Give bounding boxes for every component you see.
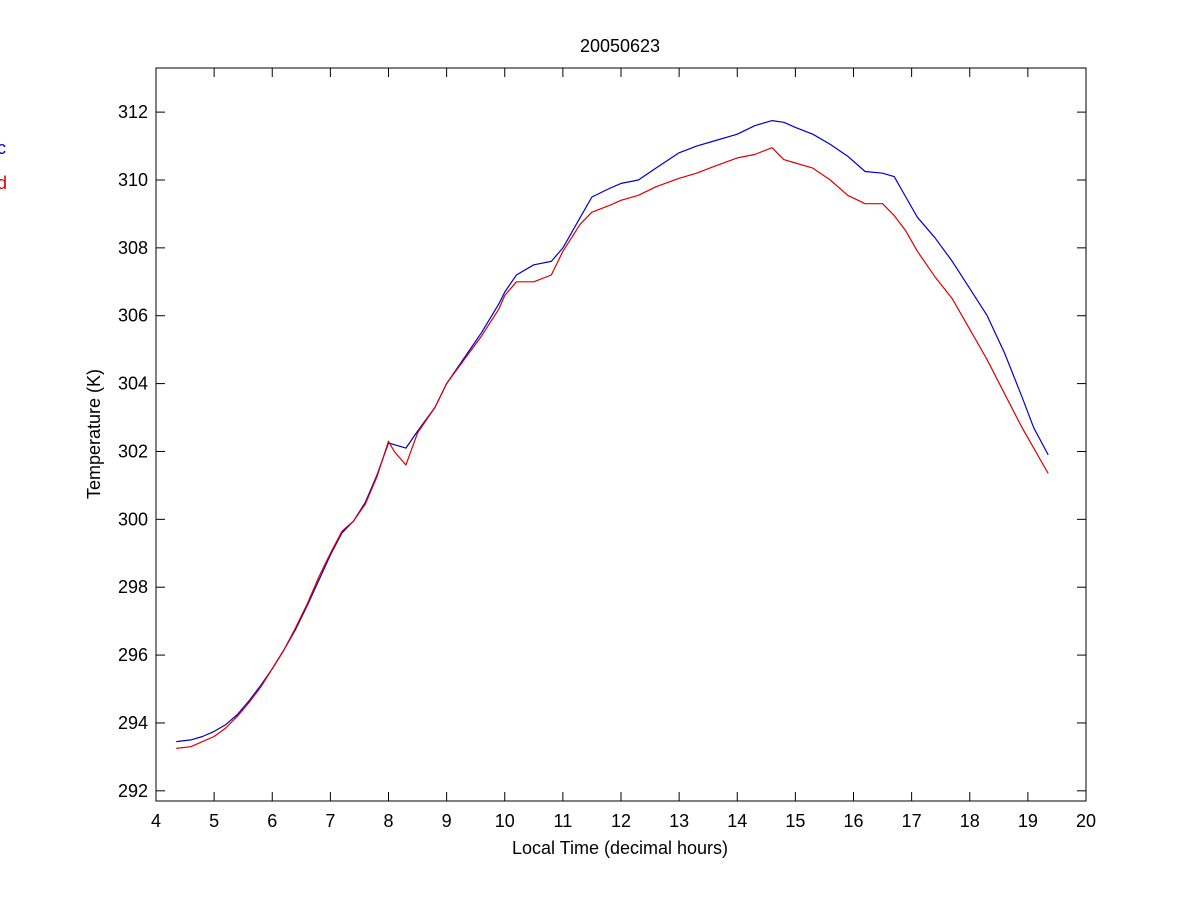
y-tick-label: 310 bbox=[118, 170, 148, 190]
y-tick-label: 294 bbox=[118, 713, 148, 733]
x-tick-label: 7 bbox=[325, 811, 335, 831]
plot-frame bbox=[155, 67, 1087, 802]
series-layer bbox=[176, 119, 1049, 749]
x-tick-label: 4 bbox=[151, 811, 161, 831]
x-tick-label: 16 bbox=[843, 811, 863, 831]
series-line-c bbox=[176, 119, 1049, 743]
y-axis-label: Temperature (K) bbox=[84, 369, 104, 499]
axes: 4 5 6 7 8 9 10 11 12 13 14 15 16 17 18 19 20 292 294 296 298… bbox=[118, 67, 1096, 831]
x-tick-label: 18 bbox=[960, 811, 980, 831]
x-tick-label: 6 bbox=[267, 811, 277, 831]
x-tick-label: 13 bbox=[669, 811, 689, 831]
y-tick-label: 312 bbox=[118, 102, 148, 122]
x-tick-label: 10 bbox=[495, 811, 515, 831]
x-tick-label: 9 bbox=[442, 811, 452, 831]
chart-title: 20050623 bbox=[580, 36, 660, 56]
y-tick-label: 300 bbox=[118, 509, 148, 529]
y-tick-label: 308 bbox=[118, 238, 148, 258]
x-axis-label: Local Time (decimal hours) bbox=[512, 838, 728, 858]
y-tick-label: 306 bbox=[118, 306, 148, 326]
y-tick-label: 302 bbox=[118, 441, 148, 461]
y-tick-label: 304 bbox=[118, 374, 148, 394]
x-tick-label: 11 bbox=[554, 811, 573, 831]
x-tick-label: 20 bbox=[1076, 811, 1096, 831]
series-line-d bbox=[176, 147, 1049, 749]
x-tick-label: 17 bbox=[902, 811, 922, 831]
y-tick-label: 296 bbox=[118, 645, 148, 665]
legend-label-d: d bbox=[0, 173, 8, 193]
y-tick-label: 298 bbox=[118, 577, 148, 597]
x-tick-label: 19 bbox=[1018, 811, 1038, 831]
legend-label-c: c bbox=[0, 138, 6, 158]
x-tick-label: 14 bbox=[727, 811, 747, 831]
x-tick-label: 8 bbox=[383, 811, 393, 831]
x-tick-label: 5 bbox=[209, 811, 219, 831]
y-tick-label: 292 bbox=[118, 781, 148, 801]
x-tick-label: 15 bbox=[785, 811, 805, 831]
x-tick-label: 12 bbox=[611, 811, 631, 831]
